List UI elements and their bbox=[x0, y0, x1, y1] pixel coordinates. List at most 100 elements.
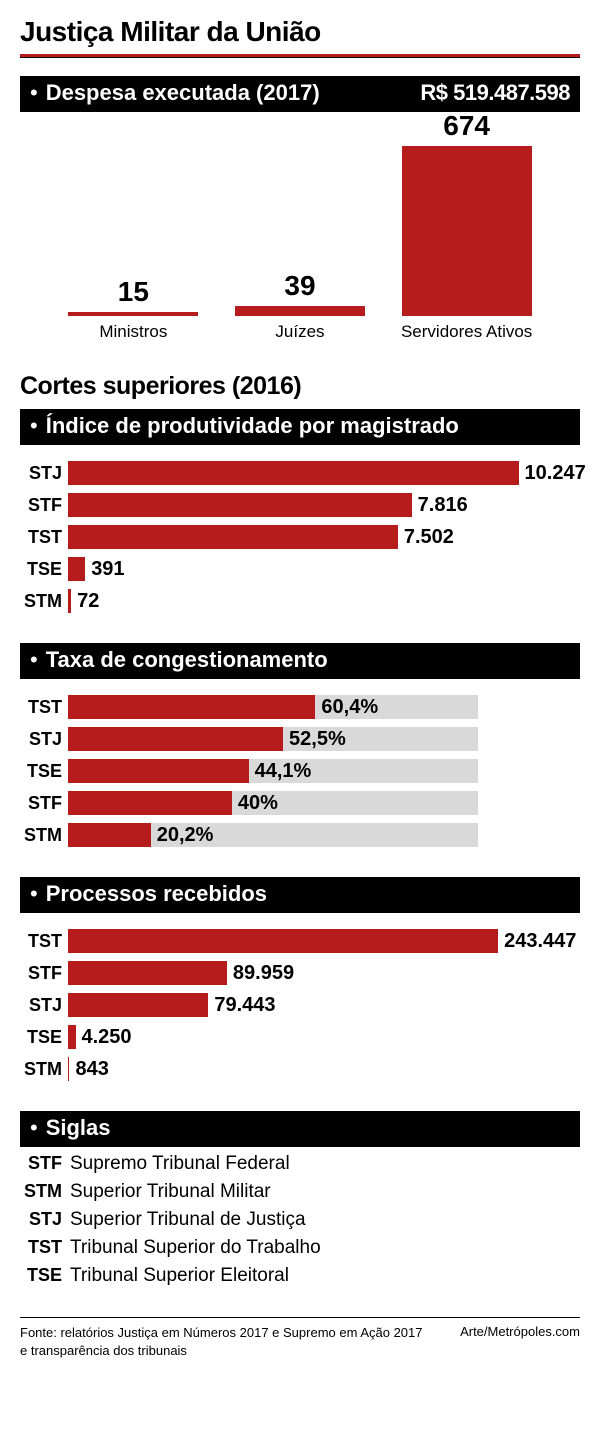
hbar-row: STM843 bbox=[20, 1055, 580, 1083]
hbar-value-label: 7.502 bbox=[398, 525, 454, 549]
bullet-icon: • bbox=[30, 881, 38, 907]
vbar-rect bbox=[68, 312, 198, 316]
hbar-row: TST 60,4% bbox=[20, 693, 580, 721]
hbar-track: 10.247 bbox=[68, 461, 580, 485]
produtividade-header: • Índice de produtividade por magistrado bbox=[20, 409, 580, 445]
sigla-full: Supremo Tribunal Federal bbox=[70, 1153, 290, 1175]
hbar-value-label: 44,1% bbox=[249, 759, 312, 783]
hbar-value-label: 4.250 bbox=[76, 1025, 132, 1049]
hbar-row: STJ 79.443 bbox=[20, 991, 580, 1019]
siglas-title: Siglas bbox=[46, 1115, 111, 1141]
processos-title: Processos recebidos bbox=[46, 881, 267, 907]
hbar-value-label: 10.247 bbox=[519, 461, 586, 485]
bullet-icon: • bbox=[30, 1115, 38, 1141]
hbar-value-label: 40% bbox=[232, 791, 278, 815]
siglas-list: STFSupremo Tribunal FederalSTMSuperior T… bbox=[20, 1153, 580, 1287]
bullet-icon: • bbox=[30, 413, 38, 439]
footer: Fonte: relatórios Justiça em Números 201… bbox=[20, 1317, 580, 1359]
sigla-full: Tribunal Superior Eleitoral bbox=[70, 1265, 289, 1287]
hbar-value-label: 243.447 bbox=[498, 929, 576, 953]
congestionamento-header: • Taxa de congestionamento bbox=[20, 643, 580, 679]
bullet-icon: • bbox=[30, 80, 38, 106]
hbar-track: 52,5% bbox=[68, 727, 580, 751]
hbar-row: TST 7.502 bbox=[20, 523, 580, 551]
vbar-value: 15 bbox=[118, 276, 149, 308]
hbar-fill bbox=[68, 525, 398, 549]
hbar-track: 4.250 bbox=[68, 1025, 580, 1049]
hbar-fill bbox=[68, 557, 85, 581]
hbar-category: TSE bbox=[20, 559, 68, 580]
hbar-fill bbox=[68, 791, 232, 815]
sigla-full: Superior Tribunal Militar bbox=[70, 1181, 271, 1203]
hbar-fill bbox=[68, 993, 208, 1017]
sigla-row: STFSupremo Tribunal Federal bbox=[20, 1153, 580, 1175]
vbar-label: Ministros bbox=[99, 322, 167, 342]
processos-header: • Processos recebidos bbox=[20, 877, 580, 913]
congestionamento-chart: TST60,4%STJ52,5%TSE44,1%STF40%STM20,2% bbox=[20, 693, 580, 849]
hbar-value-label: 7.816 bbox=[412, 493, 468, 517]
hbar-row: STJ52,5% bbox=[20, 725, 580, 753]
hbar-row: TST 243.447 bbox=[20, 927, 580, 955]
hbar-track: 843 bbox=[68, 1057, 580, 1081]
hbar-track: 60,4% bbox=[68, 695, 580, 719]
hbar-fill bbox=[68, 1025, 76, 1049]
despesa-title: Despesa executada (2017) bbox=[46, 80, 320, 106]
hbar-fill bbox=[68, 461, 519, 485]
cortes-title: Cortes superiores (2016) bbox=[20, 372, 580, 401]
hbar-track: 89.959 bbox=[68, 961, 580, 985]
sigla-abbr: STF bbox=[20, 1153, 70, 1174]
hbar-category: TST bbox=[20, 697, 68, 718]
hbar-row: STF 7.816 bbox=[20, 491, 580, 519]
hbar-track: 72 bbox=[68, 589, 580, 613]
hbar-fill bbox=[68, 961, 227, 985]
hbar-row: TSE 44,1% bbox=[20, 757, 580, 785]
hbar-track: 40% bbox=[68, 791, 580, 815]
hbar-value-label: 79.443 bbox=[208, 993, 275, 1017]
hbar-category: STF bbox=[20, 793, 68, 814]
sigla-abbr: TST bbox=[20, 1237, 70, 1258]
sigla-row: TSETribunal Superior Eleitoral bbox=[20, 1265, 580, 1287]
hbar-row: STM 20,2% bbox=[20, 821, 580, 849]
hbar-row: TSE391 bbox=[20, 555, 580, 583]
hbar-fill bbox=[68, 727, 283, 751]
hbar-category: STJ bbox=[20, 995, 68, 1016]
vbar-column: 15 Ministros bbox=[58, 276, 208, 342]
hbar-category: STF bbox=[20, 495, 68, 516]
hbar-track: 391 bbox=[68, 557, 580, 581]
sigla-abbr: STJ bbox=[20, 1209, 70, 1230]
page-title: Justiça Militar da União bbox=[20, 16, 580, 48]
hbar-category: STJ bbox=[20, 463, 68, 484]
hbar-track: 7.816 bbox=[68, 493, 580, 517]
title-rule bbox=[20, 54, 580, 58]
sigla-row: STJSuperior Tribunal de Justiça bbox=[20, 1209, 580, 1231]
hbar-category: TSE bbox=[20, 761, 68, 782]
vbar-column: 39Juízes bbox=[225, 270, 375, 342]
hbar-category: TST bbox=[20, 931, 68, 952]
produtividade-chart: STJ10.247STF7.816TST7.502TSE391STM72 bbox=[20, 459, 580, 615]
hbar-value-label: 60,4% bbox=[315, 695, 378, 719]
footer-source: Fonte: relatórios Justiça em Números 201… bbox=[20, 1324, 460, 1359]
hbar-fill bbox=[68, 759, 249, 783]
vbar-label: Servidores Ativos bbox=[401, 322, 532, 342]
hbar-track: 79.443 bbox=[68, 993, 580, 1017]
processos-chart: TST243.447STF89.959STJ79.443TSE4.250STM8… bbox=[20, 927, 580, 1083]
vbar-label: Juízes bbox=[275, 322, 324, 342]
hbar-value-label: 20,2% bbox=[151, 823, 214, 847]
sigla-row: TSTTribunal Superior do Trabalho bbox=[20, 1237, 580, 1259]
hbar-track: 44,1% bbox=[68, 759, 580, 783]
hbar-fill bbox=[68, 695, 315, 719]
hbar-row: STF 40% bbox=[20, 789, 580, 817]
hbar-category: STF bbox=[20, 963, 68, 984]
hbar-category: STJ bbox=[20, 729, 68, 750]
hbar-category: STM bbox=[20, 1059, 68, 1080]
hbar-category: STM bbox=[20, 825, 68, 846]
despesa-header: • Despesa executada (2017) R$ 519.487.59… bbox=[20, 76, 580, 112]
vbar-rect bbox=[402, 146, 532, 316]
hbar-category: TST bbox=[20, 527, 68, 548]
hbar-value-label: 72 bbox=[71, 589, 99, 613]
sigla-full: Superior Tribunal de Justiça bbox=[70, 1209, 306, 1231]
vbar-rect bbox=[235, 306, 365, 316]
sigla-abbr: TSE bbox=[20, 1265, 70, 1286]
hbar-fill bbox=[68, 823, 151, 847]
vbar-value: 674 bbox=[443, 110, 490, 142]
